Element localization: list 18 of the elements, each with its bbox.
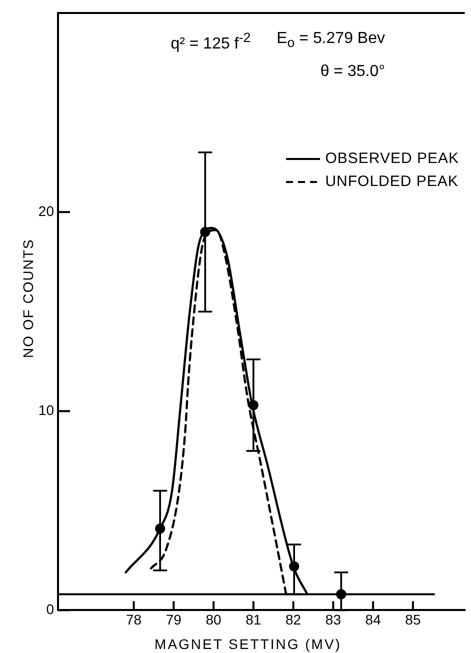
y-axis-title: NO OF COUNTS <box>20 238 36 358</box>
x-tick-label: 83 <box>325 611 342 628</box>
y-tick-label: 0 <box>46 601 54 618</box>
y-tick-label: 20 <box>38 202 54 219</box>
x-tick-label: 79 <box>166 611 182 628</box>
y-tick-label: 10 <box>38 402 54 418</box>
x-tick-label: 80 <box>206 611 222 628</box>
annotation: θ = 35.0° <box>320 63 385 82</box>
x-tick-label: 82 <box>286 611 302 628</box>
x-tick-label: 84 <box>365 611 382 628</box>
x-axis-title: MAGNET SETTING (MV) <box>154 636 342 652</box>
x-tick-label: 85 <box>405 611 421 628</box>
annotation: q² = 125 f$^{-2}$ <box>170 30 251 54</box>
x-tick-label: 81 <box>246 611 262 628</box>
legend-label: UNFOLDED PEAK <box>325 173 458 190</box>
legend-label: OBSERVED PEAK <box>325 150 459 167</box>
annotation: E$_{o}$ = 5.279 Bev <box>276 30 385 52</box>
x-tick-label: 78 <box>126 611 142 628</box>
